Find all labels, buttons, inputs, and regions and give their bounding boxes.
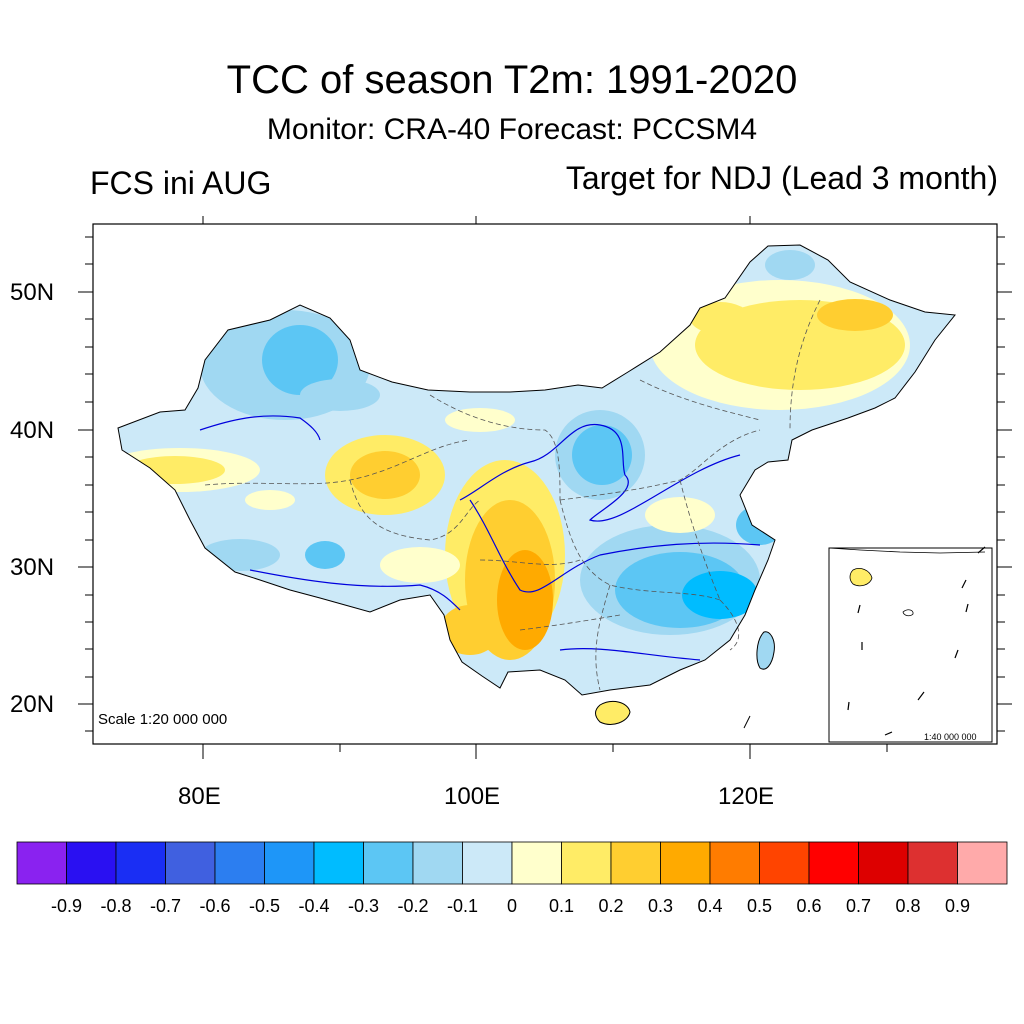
colorbar-cell (412, 841, 463, 885)
inset-hainan (849, 568, 873, 587)
colorbar-cell (808, 841, 859, 885)
scale-label-main: Scale 1:20 000 000 (98, 711, 228, 728)
inset-coast (828, 547, 986, 554)
colorbar-tick-label: 0.3 (647, 896, 674, 916)
field-neg-tarim (300, 379, 380, 411)
colorbar-tick-label: -0.8 (100, 896, 132, 916)
colorbar-cell (907, 841, 958, 885)
colorbar-cell (660, 841, 711, 885)
inset-dashes (847, 546, 986, 736)
left-ticks (78, 236, 93, 732)
field-pos-northeast-core (817, 299, 893, 331)
inset-islands (902, 609, 914, 617)
chart-subtitle: Monitor: CRA-40 Forecast: PCCSM4 (266, 113, 758, 146)
colorbar-cell (759, 841, 810, 885)
colorbar-tick-label: 0.9 (944, 896, 971, 916)
lon-label-80e: 80E (178, 783, 221, 810)
colorbar-tick-label: -0.3 (347, 896, 380, 916)
colorbar-cell (264, 841, 315, 885)
field-pos-central (645, 497, 715, 533)
colorbar-tick-label: 0.2 (598, 896, 624, 916)
target-label: Target for NDJ (Lead 3 month) (565, 160, 998, 196)
colorbar-tick-label: -0.4 (298, 896, 330, 916)
pearl-river (559, 648, 701, 661)
init-label: FCS ini AUG (90, 165, 272, 201)
yarlung-river (249, 569, 461, 611)
lon-label-120e: 120E (718, 783, 775, 810)
taiwan-island (756, 631, 775, 670)
field-pos-qinghai-core (350, 451, 420, 499)
colorbar-cell (115, 841, 166, 885)
colorbar-cell (610, 841, 661, 885)
colorbar (16, 841, 1008, 885)
right-ticks (997, 236, 1012, 732)
inset-map (828, 546, 993, 743)
china-outline (117, 244, 956, 696)
scale-label-inset: 1:40 000 000 (924, 732, 977, 742)
colorbar-cell (511, 841, 562, 885)
lat-label-20n: 20N (10, 691, 55, 718)
colorbar-cell (561, 841, 612, 885)
lat-label-30n: 30N (10, 554, 55, 581)
field-neg-northwest-core (262, 325, 338, 395)
lon-label-100e: 100E (444, 783, 501, 810)
field-neg-northeast-tip (765, 250, 815, 280)
colorbar-tick-label: -0.6 (199, 896, 231, 916)
colorbar-tick-label: 0.7 (845, 896, 872, 916)
south-sea-marks (743, 715, 751, 729)
colorbar-cell (957, 841, 1008, 885)
colorbar-tick-label: 0.5 (746, 896, 773, 916)
colorbar-cell (858, 841, 909, 885)
colorbar-cell (462, 841, 513, 885)
yangtze-river (469, 499, 761, 593)
field-pos-tibet-north (245, 490, 295, 510)
colorbar-tick-label: -0.7 (149, 896, 182, 916)
colorbar-cell (313, 841, 364, 885)
chart-title: TCC of season T2m: 1991-2020 (226, 58, 798, 102)
colorbar-tick-label: 0.4 (697, 896, 723, 916)
map-frame (92, 223, 998, 745)
colorbar-tick-label: 0.8 (895, 896, 921, 916)
colorbar-tick-label: -0.5 (248, 896, 281, 916)
field-neg-southeast-core (682, 571, 758, 619)
colorbar-cell (66, 841, 117, 885)
colorbar-cell (363, 841, 414, 885)
field-neg-tibet (305, 541, 345, 569)
tarim-river (199, 415, 321, 441)
lat-label-40n: 40N (10, 417, 55, 444)
lat-label-50n: 50N (10, 279, 55, 306)
yellow-river (459, 424, 741, 522)
rivers (199, 415, 761, 661)
top-ticks (202, 216, 751, 224)
colorbar-cell (214, 841, 265, 885)
field-pos-gansu (445, 408, 515, 432)
colorbar-tick-label: 0.1 (548, 896, 575, 916)
field-pos-tibet-east (380, 547, 460, 583)
hainan-island (595, 701, 631, 725)
colorbar-tick-label: 0.6 (796, 896, 822, 916)
colorbar-tick-label: 0 (506, 896, 518, 916)
field-pos-yunnan (440, 605, 500, 655)
colorbar-cell (16, 841, 67, 885)
colorbar-cell (165, 841, 216, 885)
colorbar-cell (709, 841, 760, 885)
province-boundaries (204, 299, 821, 691)
bottom-ticks (202, 744, 888, 759)
colorbar-tick-label: -0.1 (446, 896, 479, 916)
colorbar-tick-label: -0.9 (50, 896, 83, 916)
field-neg-inner-mongolia-core (572, 425, 632, 485)
field-pos-northeast-west (690, 302, 750, 334)
colorbar-tick-label: -0.2 (397, 896, 429, 916)
